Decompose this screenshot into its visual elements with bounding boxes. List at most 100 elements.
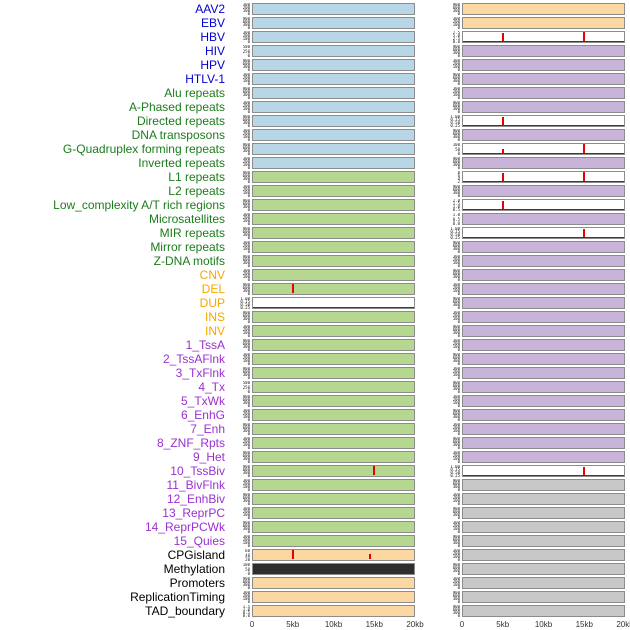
axis-tick-label: 900	[452, 605, 460, 609]
axis-tick-label: 300	[452, 162, 460, 167]
axis-tick-label: 100	[452, 316, 460, 321]
axis-tick-label: 200	[242, 593, 250, 598]
right-track	[462, 45, 625, 57]
axis-tick-label: 100	[452, 22, 460, 27]
signal-baseline	[463, 181, 624, 182]
left-track	[252, 283, 415, 295]
axis-tick-label: 200	[242, 509, 250, 514]
axis-tick-label: 300	[452, 395, 460, 399]
axis-tick-label: 900	[242, 143, 250, 147]
column-spacer	[415, 331, 440, 332]
axis-tick-label: 100	[242, 596, 250, 601]
axis-tick-label: 0.0	[242, 613, 250, 618]
axis-tick-label: 0	[247, 39, 250, 44]
axis-tick-label: 0.5	[242, 610, 250, 615]
right-axis-ticks: 900 600 300 0	[440, 73, 462, 85]
axis-tick-label: 100	[242, 358, 250, 363]
axis-tick-label: 200	[452, 341, 460, 346]
axis-tick-label: 0.25	[450, 473, 460, 478]
axis-tick-label: 200	[242, 5, 250, 10]
x-axis-tick-label: 5kb	[496, 620, 510, 629]
left-track	[252, 507, 415, 519]
track-label: 9_Het	[192, 450, 225, 464]
left-track	[252, 325, 415, 337]
axis-tick-label: 0	[247, 571, 250, 576]
column-spacer	[415, 555, 440, 556]
left-axis-ticks: 60 40 20	[230, 549, 252, 561]
track-row: 8_ZNF_Rpts 300 200 100 0 900 600 300 0	[0, 436, 630, 450]
left-track	[252, 521, 415, 533]
left-axis-ticks: 900 600 300 0	[230, 255, 252, 267]
axis-tick-label: 300	[452, 512, 460, 517]
left-track	[252, 199, 415, 211]
track-label: ReplicationTiming	[130, 590, 225, 604]
track-row: Low_complexity A/T rich regions 900 600 300…	[0, 198, 630, 212]
signal-baseline	[463, 153, 624, 154]
axis-tick-label: 300	[452, 246, 460, 251]
axis-tick-label: 0	[247, 291, 250, 296]
axis-tick-label: 100	[452, 428, 460, 433]
column-spacer	[415, 135, 440, 136]
x-axis: 0 5kb 10kb 15kb 20kb 0 5kb 10kb 15kb 20kb	[0, 618, 630, 630]
axis-tick-label: 0	[247, 25, 250, 30]
track-label: 6_EnhG	[180, 408, 225, 422]
right-track	[462, 101, 625, 113]
right-track	[462, 185, 625, 197]
column-spacer	[415, 121, 440, 122]
track-label: Directed repeats	[136, 114, 225, 128]
signal-spike	[502, 32, 505, 41]
right-axis-ticks: 900 600 300 0	[440, 479, 462, 491]
axis-tick-label: 0	[457, 193, 460, 198]
column-spacer	[415, 387, 440, 388]
axis-tick-label: 900	[242, 59, 250, 63]
axis-tick-label: 2.5	[452, 36, 460, 41]
track-label: 3_TxFlnk	[175, 366, 225, 380]
axis-tick-label: 0	[457, 291, 460, 296]
axis-tick-label: 200	[242, 103, 250, 108]
signal-baseline	[463, 237, 624, 238]
left-track	[252, 437, 415, 449]
track-label: Mirror repeats	[150, 240, 225, 254]
axis-tick-label: 0	[247, 431, 250, 436]
axis-tick-label: 100	[452, 582, 460, 587]
axis-tick-label: 0	[247, 473, 250, 478]
axis-tick-label: 600	[452, 131, 460, 136]
axis-tick-label: 600	[242, 89, 250, 94]
axis-tick-label: 0	[457, 109, 460, 114]
x-axis-tick-label: 10kb	[534, 620, 553, 629]
axis-tick-label: 0	[247, 529, 250, 534]
axis-tick-label: 300	[242, 507, 250, 511]
track-row: INV 300 200 100 0 900 600 300 0	[0, 324, 630, 338]
axis-tick-label: 0	[457, 459, 460, 464]
track-row: AAV2 300 200 100 0 900 600 300 0	[0, 2, 630, 16]
axis-tick-label: 900	[452, 3, 460, 7]
track-row: A-Phased repeats 300 200 100 0 900 600 300 0	[0, 100, 630, 114]
axis-tick-label: 50	[245, 566, 250, 572]
axis-tick-label: 0	[457, 249, 460, 254]
axis-tick-label: 300	[452, 358, 460, 363]
track-row: 13_ReprPC 300 200 100 0 900 600 300 0	[0, 506, 630, 520]
left-axis-ticks: 300 200 100 0	[230, 437, 252, 449]
axis-tick-label: 0	[247, 221, 250, 226]
column-spacer	[415, 219, 440, 220]
left-axis-ticks: 300 200 100 0	[230, 241, 252, 253]
right-axis-ticks: 300 200 100 0	[440, 423, 462, 435]
axis-tick-label: 200	[242, 481, 250, 486]
right-track	[462, 283, 625, 295]
left-track	[252, 171, 415, 183]
left-axis-ticks: 300 200 100 0	[230, 213, 252, 225]
axis-tick-label: 600	[242, 61, 250, 66]
axis-tick-label: 300	[242, 344, 250, 349]
axis-tick-label: 300	[452, 50, 460, 55]
axis-tick-label: 600	[452, 159, 460, 164]
axis-tick-label: 300	[242, 325, 250, 329]
axis-tick-label: 5.0	[452, 33, 460, 38]
axis-tick-label: 900	[242, 171, 250, 175]
axis-tick-label: 600	[452, 607, 460, 612]
signal-spike	[582, 466, 585, 475]
axis-tick-label: 100	[452, 344, 460, 349]
left-axis-ticks: 300 200 100 0	[230, 129, 252, 141]
right-axis-ticks: 300 200 100 0	[440, 451, 462, 463]
axis-tick-label: 900	[452, 563, 460, 567]
axis-tick-label: 0	[457, 571, 460, 576]
